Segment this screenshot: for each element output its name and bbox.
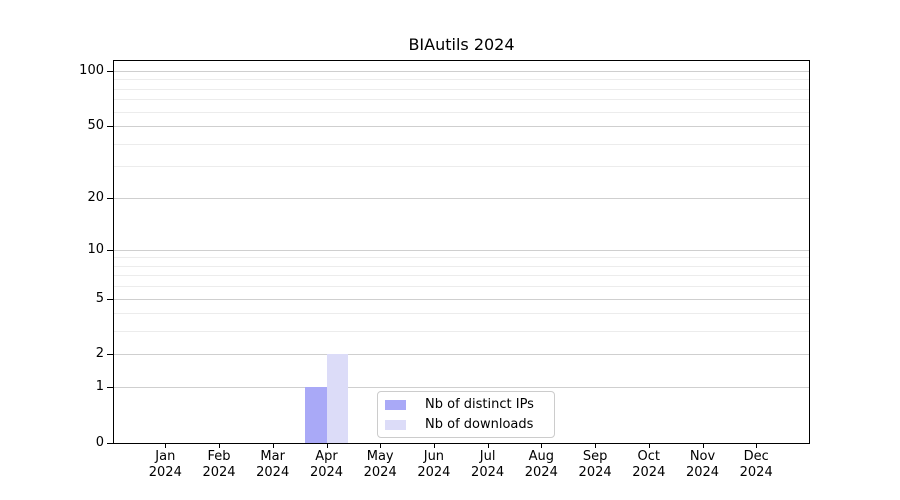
x-tick-year: 2024	[363, 465, 397, 480]
x-tick-year: 2024	[578, 465, 612, 480]
x-tick-year: 2024	[148, 465, 182, 480]
x-tick-label-jun: Jun 2024	[402, 449, 466, 481]
y-tick-mark-100	[107, 70, 113, 72]
y-tick-label-0: 0	[95, 435, 104, 450]
y-tick-label-10: 10	[87, 241, 104, 257]
x-tick-mark-aug	[541, 444, 543, 448]
gridline-minor-40	[114, 143, 809, 145]
x-tick-label-may: May 2024	[348, 449, 412, 481]
x-tick-mark-jan	[165, 444, 167, 448]
x-tick-label-dec: Dec 2024	[724, 449, 788, 481]
x-tick-year: 2024	[739, 465, 773, 480]
y-tick-label-50: 50	[87, 118, 104, 133]
x-tick-month: Aug	[528, 449, 554, 464]
y-tick-mark-5	[107, 298, 113, 300]
gridline-minor-9	[114, 257, 809, 259]
legend: Nb of distinct IPs Nb of downloads	[377, 391, 555, 438]
x-tick-month: Jul	[479, 449, 496, 464]
gridline-minor-8	[114, 265, 809, 267]
legend-item-distinct-ips: Nb of distinct IPs	[385, 397, 554, 412]
legend-label-distinct-ips: Nb of distinct IPs	[425, 397, 534, 412]
gridline-minor-60	[114, 111, 809, 113]
x-tick-month: Jan	[155, 449, 176, 464]
plot-area	[113, 60, 810, 444]
x-tick-label-jan: Jan 2024	[133, 449, 197, 481]
x-tick-month: Dec	[743, 449, 769, 464]
x-tick-month: Feb	[207, 449, 231, 464]
bar-nb-of-distinct-ips-apr	[305, 387, 327, 443]
x-tick-label-feb: Feb 2024	[187, 449, 251, 481]
legend-swatch-downloads	[385, 419, 406, 430]
gridline-minor-90	[114, 79, 809, 81]
gridline-minor-30	[114, 166, 809, 168]
gridline-minor-7	[114, 275, 809, 277]
x-tick-month: Jun	[423, 449, 445, 464]
y-tick-label-100: 100	[79, 62, 104, 78]
x-tick-label-sep: Sep 2024	[563, 449, 627, 481]
x-tick-mark-apr	[326, 444, 328, 448]
x-tick-mark-dec	[756, 444, 758, 448]
gridline-major-5	[114, 298, 809, 300]
x-tick-mark-mar	[272, 444, 274, 448]
x-tick-year: 2024	[256, 465, 290, 480]
y-tick-mark-20	[107, 197, 113, 199]
x-tick-mark-sep	[595, 444, 597, 448]
gridline-major-50	[114, 126, 809, 127]
x-tick-year: 2024	[632, 465, 666, 480]
gridline-minor-4	[114, 313, 809, 315]
gridline-major-100	[114, 70, 809, 72]
y-tick-label-5: 5	[95, 290, 104, 306]
x-tick-month: Sep	[582, 449, 608, 464]
x-tick-label-aug: Aug 2024	[509, 449, 573, 481]
bar-nb-of-downloads-apr	[326, 354, 348, 443]
y-tick-mark-10	[107, 249, 113, 251]
y-tick-label-2: 2	[95, 346, 104, 362]
x-tick-month: Apr	[315, 449, 338, 464]
x-tick-month: Nov	[689, 449, 716, 464]
x-tick-year: 2024	[417, 465, 451, 480]
x-tick-label-apr: Apr 2024	[295, 449, 359, 481]
x-tick-month: Mar	[260, 449, 285, 464]
x-tick-mark-may	[380, 444, 382, 448]
y-tick-mark-1	[107, 387, 113, 389]
x-tick-label-oct: Oct 2024	[617, 449, 681, 481]
gridline-minor-70	[114, 99, 809, 101]
y-tick-mark-2	[107, 354, 113, 356]
x-tick-label-jul: Jul 2024	[456, 449, 520, 481]
x-tick-year: 2024	[685, 465, 720, 480]
gridline-major-2	[114, 354, 809, 356]
gridline-minor-80	[114, 88, 809, 90]
x-tick-year: 2024	[524, 465, 558, 480]
x-tick-mark-jul	[487, 444, 489, 448]
y-tick-label-1: 1	[95, 379, 104, 395]
x-tick-year: 2024	[202, 465, 236, 480]
x-tick-month: May	[366, 449, 394, 464]
y-tick-label-20: 20	[87, 189, 104, 205]
gridline-minor-6	[114, 286, 809, 288]
legend-label-downloads: Nb of downloads	[425, 417, 534, 432]
y-tick-mark-50	[107, 126, 113, 127]
chart-title: BIAutils 2024	[408, 35, 515, 54]
gridline-major-20	[114, 197, 809, 199]
x-tick-mark-jun	[433, 444, 435, 448]
x-tick-mark-nov	[702, 444, 704, 448]
gridline-major-1	[114, 387, 809, 389]
legend-swatch-distinct-ips	[385, 399, 406, 410]
gridline-minor-3	[114, 331, 809, 333]
x-tick-mark-oct	[648, 444, 650, 448]
x-tick-label-nov: Nov 2024	[671, 449, 735, 481]
x-tick-label-mar: Mar 2024	[241, 449, 305, 481]
y-tick-mark-0	[107, 443, 113, 444]
legend-item-downloads: Nb of downloads	[385, 417, 554, 432]
x-tick-month: Oct	[637, 449, 661, 464]
x-tick-mark-feb	[219, 444, 220, 448]
gridline-major-10	[114, 249, 809, 251]
x-tick-year: 2024	[309, 465, 344, 480]
x-tick-year: 2024	[471, 465, 505, 480]
